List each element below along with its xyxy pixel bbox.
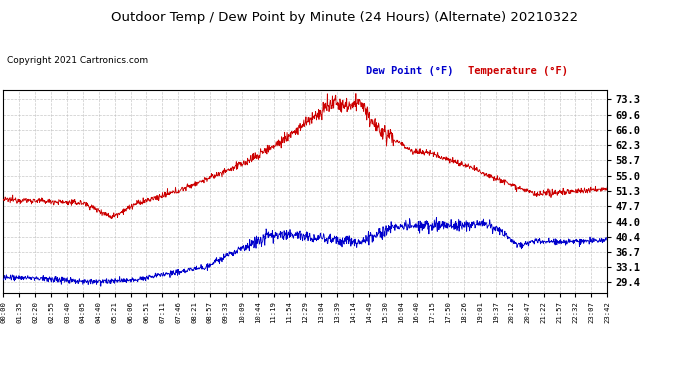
- Text: Temperature (°F): Temperature (°F): [469, 66, 569, 76]
- Text: Outdoor Temp / Dew Point by Minute (24 Hours) (Alternate) 20210322: Outdoor Temp / Dew Point by Minute (24 H…: [112, 11, 578, 24]
- Text: Dew Point (°F): Dew Point (°F): [366, 66, 453, 76]
- Text: Copyright 2021 Cartronics.com: Copyright 2021 Cartronics.com: [7, 56, 148, 65]
